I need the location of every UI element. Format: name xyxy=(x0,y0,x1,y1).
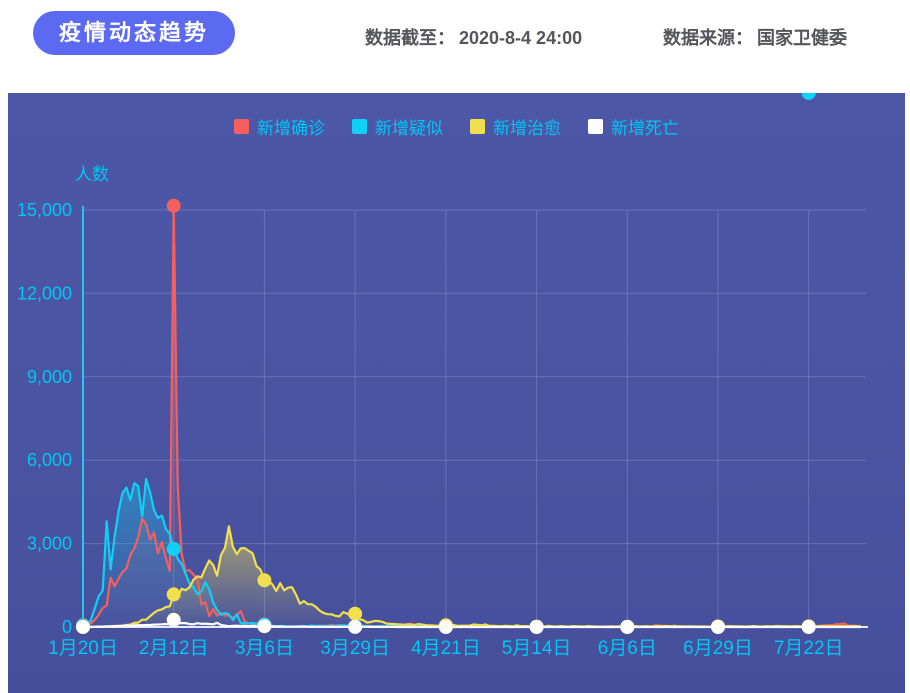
y-tick-label: 0 xyxy=(62,617,72,637)
legend-swatch-icon xyxy=(352,119,367,134)
series-line-新增确诊 xyxy=(81,204,862,629)
series-line-新增死亡 xyxy=(81,618,862,629)
x-tick-label: 7月22日 xyxy=(774,638,844,659)
y-tick-label: 3,000 xyxy=(27,534,72,554)
marker-新增死亡[interactable] xyxy=(348,619,363,634)
series-area-新增确诊 xyxy=(83,205,860,628)
marker-新增死亡[interactable] xyxy=(801,620,816,634)
x-tick-label: 1月20日 xyxy=(48,638,118,659)
marker-新增治愈[interactable] xyxy=(257,573,272,588)
y-tick-label: 6,000 xyxy=(27,450,72,470)
marker-新增死亡[interactable] xyxy=(711,620,725,634)
x-tick-label: 3月29日 xyxy=(320,638,390,659)
y-tick-label: 15,000 xyxy=(17,200,72,220)
x-tick-label: 4月21日 xyxy=(411,638,481,659)
legend-label: 新增死亡 xyxy=(611,119,679,138)
marker-新增死亡[interactable] xyxy=(166,612,181,627)
data-source-label: 数据来源： xyxy=(663,28,753,48)
legend-swatch-icon xyxy=(470,119,485,134)
marker-新增死亡[interactable] xyxy=(529,620,544,634)
legend-label: 新增疑似 xyxy=(375,119,443,138)
data-source: 数据来源： 国家卫健委 xyxy=(663,24,847,50)
marker-新增疑似[interactable] xyxy=(801,93,816,100)
marker-新增治愈[interactable] xyxy=(166,587,181,602)
legend-item-新增疑似[interactable]: 新增疑似 xyxy=(352,114,443,139)
legend-item-新增死亡[interactable]: 新增死亡 xyxy=(588,114,679,139)
marker-新增死亡[interactable] xyxy=(620,620,635,634)
marker-新增疑似[interactable] xyxy=(166,542,181,556)
y-tick-label: 12,000 xyxy=(17,283,72,303)
x-tick-label: 5月14日 xyxy=(502,638,572,659)
x-tick-label: 3月6日 xyxy=(235,638,294,659)
y-axis-title: 人数 xyxy=(75,165,109,184)
legend-swatch-icon xyxy=(588,119,603,134)
x-tick-label: 2月12日 xyxy=(139,638,209,659)
marker-新增死亡[interactable] xyxy=(76,619,90,634)
x-tick-label: 6月29日 xyxy=(683,638,753,659)
data-cutoff-value: 2020-8-4 24:00 xyxy=(459,28,583,48)
page-title: 疫情动态趋势 xyxy=(33,11,236,56)
legend-swatch-icon xyxy=(234,119,249,134)
legend-item-新增治愈[interactable]: 新增治愈 xyxy=(470,114,561,139)
marker-新增死亡[interactable] xyxy=(438,620,453,634)
legend-label: 新增确诊 xyxy=(257,119,325,138)
legend-item-新增确诊[interactable]: 新增确诊 xyxy=(234,114,325,139)
marker-新增死亡[interactable] xyxy=(257,619,272,634)
legend-label: 新增治愈 xyxy=(493,119,561,138)
x-tick-label: 6月6日 xyxy=(598,638,657,659)
data-cutoff-label: 数据截至： xyxy=(365,28,455,48)
marker-新增治愈[interactable] xyxy=(348,606,363,621)
marker-新增确诊[interactable] xyxy=(166,198,181,213)
chart-legend: 新增确诊 新增疑似 新增治愈 新增死亡 xyxy=(8,114,905,139)
trend-chart-svg[interactable]: 0 3,000 6,000 9,000 12,000 15,000 1月20日 2月12日 3月… xyxy=(8,93,905,693)
chart-panel: 新增确诊 新增疑似 新增治愈 新增死亡 0 3,000 6,000 9,000 12,000 1… xyxy=(8,93,905,693)
series-area-新增治愈 xyxy=(83,526,860,627)
y-tick-label: 9,000 xyxy=(27,367,72,387)
data-source-value: 国家卫健委 xyxy=(757,28,847,48)
data-cutoff: 数据截至： 2020-8-4 24:00 xyxy=(365,24,582,50)
